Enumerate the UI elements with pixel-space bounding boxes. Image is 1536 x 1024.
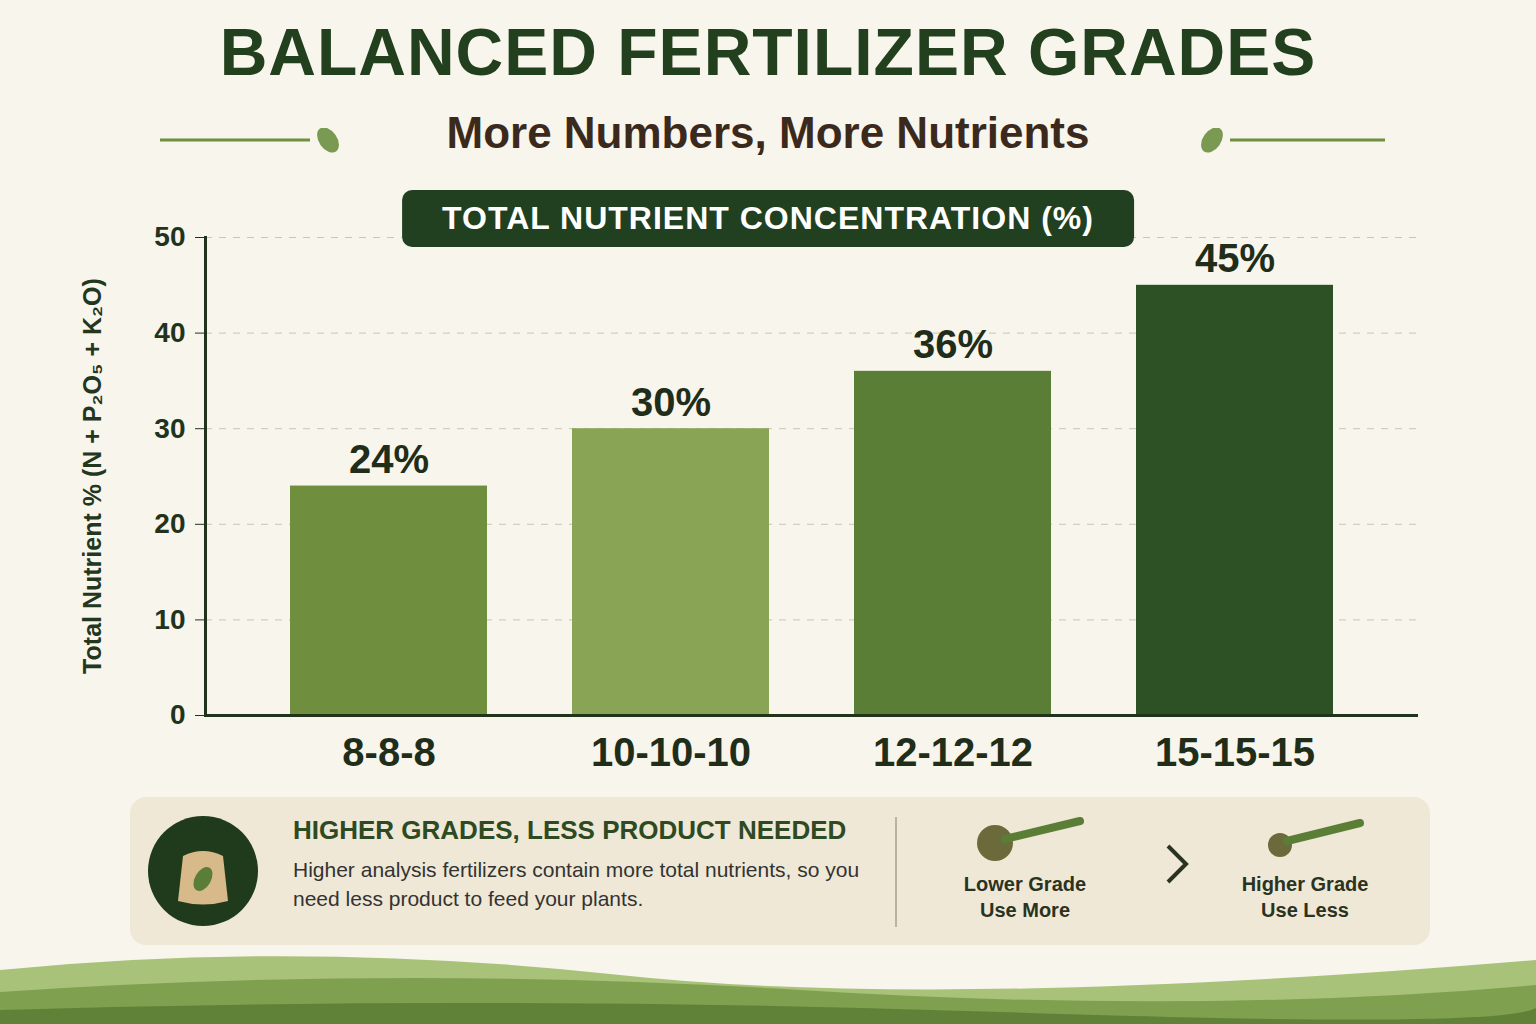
html-text:Higher Grade: Higher Grade — [1241, 873, 1369, 895]
svg-text:36%: 36% — [913, 322, 993, 366]
html-text:Lower Grade: Lower Grade — [963, 873, 1087, 895]
html-text:Total Nutrient % (N + P₂O₅ + K: Total Nutrient % (N + P₂O₅ + K₂O) — [77, 278, 106, 674]
html-text:Use Less: Use Less — [1261, 899, 1349, 921]
svg-text:12-12-12: 12-12-12 — [873, 730, 1033, 774]
svg-text:10: 10 — [154, 604, 185, 635]
svg-text:10-10-10: 10-10-10 — [591, 730, 751, 774]
html-text:TOTAL NUTRIENT CONCENTRATION (: TOTAL NUTRIENT CONCENTRATION (%) — [442, 200, 1094, 236]
svg-text:45%: 45% — [1195, 236, 1275, 280]
svg-text:20: 20 — [154, 508, 185, 539]
svg-text:24%: 24% — [349, 437, 429, 481]
svg-text:15-15-15: 15-15-15 — [1155, 730, 1315, 774]
svg-text:30%: 30% — [631, 380, 711, 424]
html-text:Use More: Use More — [980, 899, 1070, 921]
svg-text:0: 0 — [170, 699, 186, 730]
svg-text:40: 40 — [154, 317, 185, 348]
svg-text:8-8-8: 8-8-8 — [342, 730, 435, 774]
svg-text:30: 30 — [154, 413, 185, 444]
svg-text:50: 50 — [154, 221, 185, 252]
html-text:HIGHER GRADES, LESS PRODUCT NE: HIGHER GRADES, LESS PRODUCT NEEDED — [293, 815, 847, 845]
html-text:Higher analysis fertilizers co: Higher analysis fertilizers contain more… — [293, 858, 860, 911]
html-text:BALANCED FERTILIZER GRADES: BALANCED FERTILIZER GRADES — [219, 15, 1317, 89]
html-text:More Numbers, More Nutrients: More Numbers, More Nutrients — [446, 108, 1090, 157]
